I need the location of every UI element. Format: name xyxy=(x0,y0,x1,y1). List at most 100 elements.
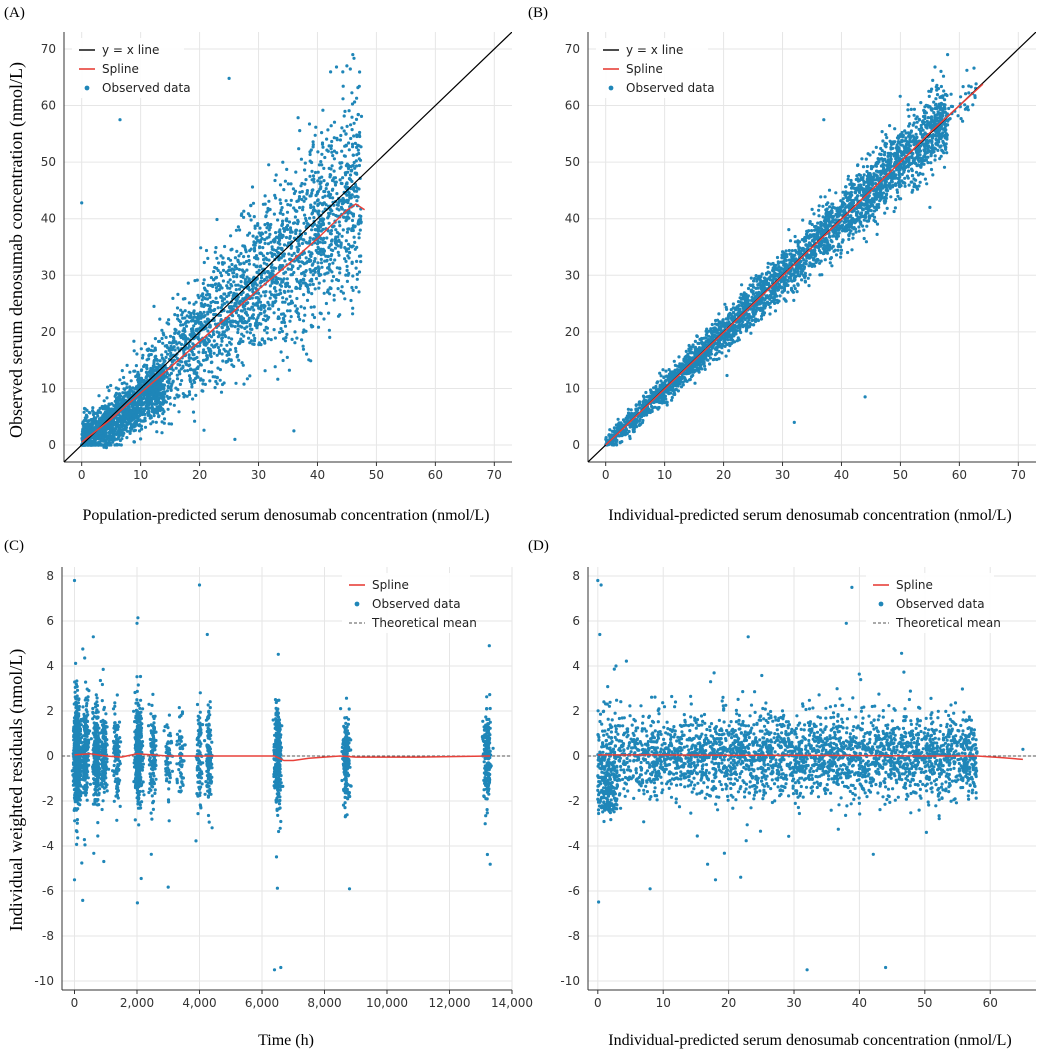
x-tick-label: 20 xyxy=(192,468,207,482)
observed-point xyxy=(161,391,165,395)
observed-point xyxy=(288,309,292,313)
observed-point xyxy=(116,430,120,434)
observed-point xyxy=(725,307,729,311)
observed-point xyxy=(869,209,873,213)
observed-point xyxy=(101,407,105,411)
observed-point xyxy=(279,201,283,205)
observed-point xyxy=(282,320,287,325)
observed-point xyxy=(933,106,937,111)
observed-point xyxy=(331,154,335,158)
observed-point xyxy=(189,319,193,323)
observed-point xyxy=(912,182,917,186)
observed-point xyxy=(182,336,186,340)
observed-point xyxy=(245,293,249,297)
observed-point xyxy=(103,431,107,435)
observed-point xyxy=(336,250,340,254)
observed-point xyxy=(341,291,345,295)
observed-point xyxy=(114,426,118,430)
observed-point xyxy=(726,338,730,342)
observed-point xyxy=(243,326,247,330)
observed-point xyxy=(254,254,259,258)
observed-point xyxy=(311,262,315,266)
observed-point xyxy=(298,317,302,322)
observed-point xyxy=(282,188,286,192)
observed-point xyxy=(113,399,117,403)
observed-point xyxy=(247,336,251,340)
observed-point xyxy=(320,163,324,167)
observed-point xyxy=(144,404,149,408)
observed-point xyxy=(258,265,262,269)
observed-point xyxy=(358,214,362,218)
observed-point xyxy=(349,169,353,173)
observed-point xyxy=(328,173,332,177)
observed-point xyxy=(285,355,289,359)
observed-point xyxy=(319,180,323,184)
observed-point xyxy=(252,339,257,343)
observed-point xyxy=(80,432,84,436)
observed-point xyxy=(300,338,304,342)
observed-point xyxy=(311,145,315,149)
legend-label: y = x line xyxy=(102,43,159,57)
observed-point xyxy=(278,330,282,334)
observed-point xyxy=(720,351,724,355)
observed-point xyxy=(162,376,166,380)
observed-point xyxy=(350,91,354,95)
observed-point xyxy=(231,314,235,318)
x-tick-label: 0 xyxy=(602,468,610,482)
observed-point xyxy=(220,333,224,337)
observed-point xyxy=(282,318,286,322)
observed-point xyxy=(288,226,293,230)
observed-point xyxy=(310,228,314,232)
observed-point xyxy=(85,419,89,423)
observed-point xyxy=(320,265,324,269)
observed-point xyxy=(314,125,318,129)
observed-point xyxy=(334,235,338,239)
observed-point xyxy=(148,387,152,391)
observed-point xyxy=(194,319,198,323)
observed-point xyxy=(168,334,173,338)
observed-point xyxy=(255,326,259,330)
observed-point xyxy=(129,418,133,422)
observed-point xyxy=(241,339,245,344)
observed-point xyxy=(355,96,359,100)
observed-point xyxy=(244,248,248,252)
observed-point xyxy=(317,251,321,255)
observed-point xyxy=(236,225,240,229)
observed-point xyxy=(261,317,265,322)
observed-point xyxy=(309,270,313,274)
observed-point xyxy=(717,350,721,354)
observed-point xyxy=(345,279,349,283)
observed-point xyxy=(164,350,168,354)
observed-point xyxy=(123,412,127,417)
observed-point xyxy=(192,378,196,382)
observed-point xyxy=(242,382,246,386)
observed-point xyxy=(204,350,208,355)
observed-point xyxy=(165,394,169,398)
observed-point xyxy=(177,410,181,414)
observed-point xyxy=(857,229,861,233)
observed-point xyxy=(298,229,302,233)
observed-point xyxy=(212,312,216,317)
observed-point xyxy=(226,325,230,329)
observed-point xyxy=(127,395,131,399)
observed-point xyxy=(301,277,305,281)
observed-point xyxy=(333,246,337,250)
observed-point xyxy=(101,416,105,420)
observed-point xyxy=(659,374,663,378)
observed-point xyxy=(247,258,251,263)
observed-point xyxy=(173,348,177,352)
observed-point xyxy=(710,322,714,327)
observed-point xyxy=(112,438,116,442)
observed-point xyxy=(149,348,153,352)
observed-point xyxy=(312,205,316,209)
observed-point xyxy=(215,353,219,357)
observed-point xyxy=(266,317,270,321)
observed-point xyxy=(297,197,301,201)
observed-point xyxy=(218,378,222,382)
observed-point xyxy=(340,126,344,130)
observed-point xyxy=(817,214,821,218)
observed-point xyxy=(321,195,325,199)
observed-point xyxy=(267,228,271,232)
observed-point xyxy=(114,391,118,395)
observed-point xyxy=(241,363,245,367)
